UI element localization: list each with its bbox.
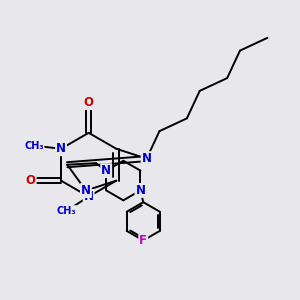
Text: N: N: [81, 184, 91, 197]
Text: N: N: [56, 142, 66, 155]
Text: CH₃: CH₃: [24, 141, 44, 151]
Text: CH₃: CH₃: [56, 206, 76, 216]
Text: N: N: [136, 184, 146, 197]
Text: N: N: [84, 190, 94, 203]
Text: F: F: [139, 234, 147, 247]
Text: N: N: [142, 152, 152, 165]
Text: N: N: [101, 164, 111, 177]
Text: O: O: [26, 174, 36, 187]
Text: O: O: [84, 96, 94, 109]
